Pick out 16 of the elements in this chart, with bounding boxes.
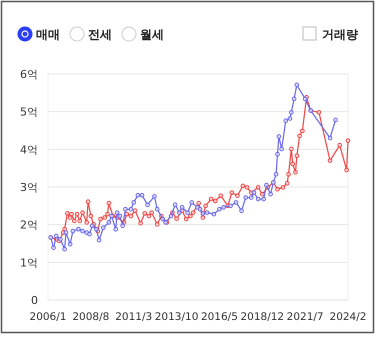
- x-tick-label: 2006/1: [30, 311, 66, 323]
- x-tick-label: 2021/7: [286, 311, 324, 323]
- x-tick-label: 2016/5: [200, 311, 238, 323]
- y-tick-label: 1억: [20, 256, 38, 270]
- y-tick-label: 0: [31, 294, 38, 307]
- x-tick-label: 2018/12: [240, 311, 284, 323]
- y-tick-label: 3억: [20, 181, 38, 194]
- x-tick-label: 2008/8: [72, 311, 110, 323]
- x-tick-label: 2011/3: [115, 311, 152, 323]
- y-tick-label: 5억: [20, 106, 38, 119]
- y-tick-label: 4억: [20, 143, 38, 156]
- x-tick-label: 2013/10: [154, 311, 198, 323]
- checkbox: 거래량: [302, 26, 358, 42]
- x-tick-label: 2024/2: [330, 311, 366, 323]
- y-tick-label: 2억: [20, 218, 38, 232]
- y-tick-label: 6억: [20, 68, 38, 81]
